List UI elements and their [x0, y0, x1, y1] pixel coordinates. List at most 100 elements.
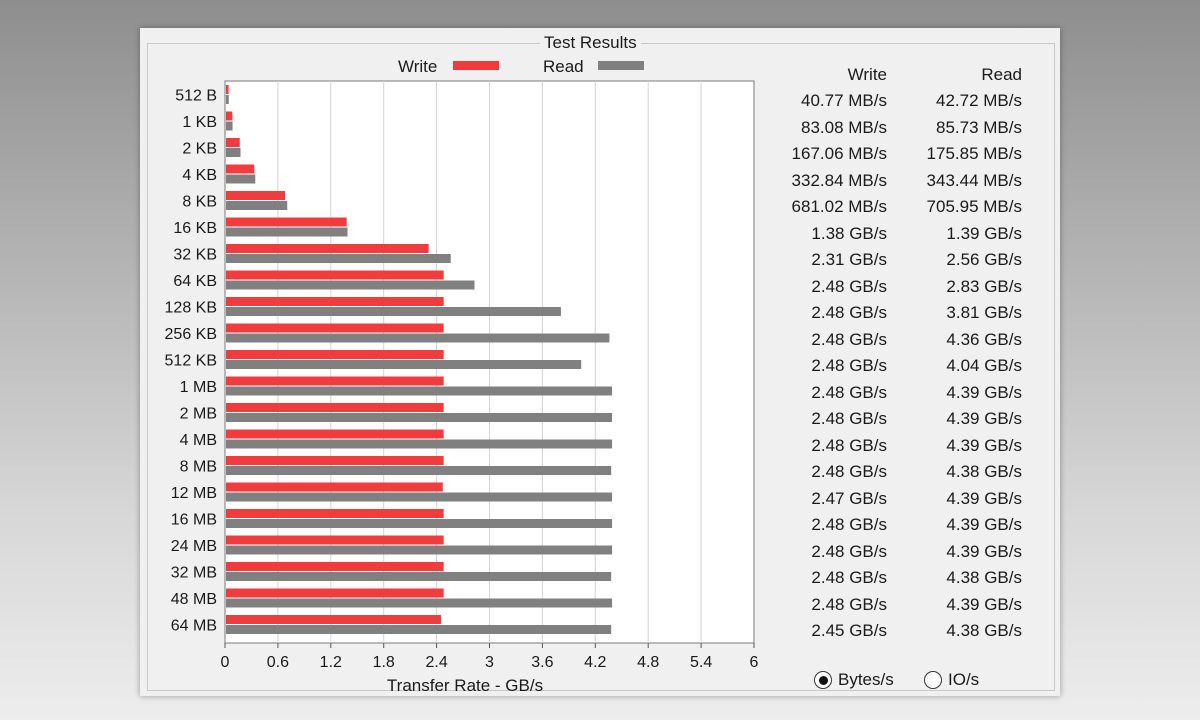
read-bar: [226, 307, 561, 316]
write-bar: [226, 297, 444, 306]
x-tick-label: 3.6: [531, 654, 553, 671]
write-bar: [226, 85, 229, 94]
write-rate-value: 2.48 GB/s: [811, 356, 887, 375]
io-per-second-radio[interactable]: IO/s: [924, 668, 979, 692]
write-rate-value: 167.06 MB/s: [791, 144, 887, 163]
read-rate-value: 3.81 GB/s: [946, 303, 1022, 322]
read-bar: [226, 280, 475, 290]
x-tick-label: 3: [485, 654, 494, 671]
ios-radio-circle[interactable]: [924, 671, 942, 689]
write-rate-value: 2.48 GB/s: [811, 568, 887, 587]
write-rate-value: 2.48 GB/s: [811, 541, 887, 561]
write-bar: [226, 270, 444, 280]
read-rate-value: 343.44 MB/s: [926, 170, 1022, 190]
read-rate-value: 4.38 GB/s: [946, 568, 1022, 587]
read-bar: [226, 492, 613, 502]
write-bar: [226, 164, 255, 174]
test-results-window: Test Results Write Read 512 B 1 KB 2 KB 4 K…: [140, 28, 1060, 696]
legend-write-label: Write: [398, 57, 437, 76]
read-rate-value: 4.39 GB/s: [946, 541, 1022, 561]
bytes-radio-circle[interactable]: [814, 671, 832, 689]
read-rate-value: 42.72 MB/s: [936, 91, 1022, 110]
write-bar: [226, 138, 240, 147]
read-bar: [226, 386, 613, 396]
write-rate-value: 2.48 GB/s: [811, 303, 887, 322]
write-rate-value: 2.31 GB/s: [811, 250, 887, 269]
read-bar: [226, 148, 241, 157]
read-rate-value: 1.39 GB/s: [946, 223, 1022, 243]
read-rate-value: 4.39 GB/s: [946, 515, 1022, 534]
read-bar: [226, 201, 288, 210]
write-rate-value: 1.38 GB/s: [811, 223, 887, 243]
read-bar: [226, 227, 348, 237]
read-rate-value: 2.56 GB/s: [946, 250, 1022, 269]
read-rate-value: 4.04 GB/s: [946, 356, 1022, 375]
write-rate-value: 681.02 MB/s: [791, 197, 887, 216]
x-tick-label: 5.4: [690, 654, 712, 671]
read-bar: [226, 439, 613, 449]
category-label: 1 MB: [180, 379, 217, 396]
category-label: 512 B: [175, 88, 217, 105]
write-bar: [226, 456, 444, 465]
x-axis-ticks: 0 0.6 1.2 1.8 2.4 3 3.6 4.2 4.8 5.4 6: [221, 643, 759, 671]
read-rate-value: 4.39 GB/s: [946, 435, 1022, 455]
category-label: 48 MB: [171, 591, 217, 608]
read-bar: [226, 333, 610, 343]
x-tick-label: 0.6: [267, 654, 289, 671]
write-rate-value: 2.48 GB/s: [811, 515, 887, 534]
legend-read-swatch: [598, 61, 644, 70]
bytes-per-second-radio[interactable]: Bytes/s: [814, 668, 894, 692]
chart-legend: Write Read: [398, 57, 644, 76]
write-rate-value: 2.48 GB/s: [811, 594, 887, 614]
write-bar: [226, 535, 444, 545]
x-tick-label: 6: [750, 654, 759, 671]
read-bar: [226, 95, 229, 104]
x-tick-label: 4.8: [637, 654, 659, 671]
x-axis-title: Transfer Rate - GB/s: [387, 676, 543, 695]
write-column-header: Write: [847, 65, 887, 84]
read-rate-value: 2.83 GB/s: [946, 276, 1022, 296]
group-title: Test Results: [540, 33, 641, 53]
read-bar: [226, 519, 613, 528]
write-rate-value: 2.45 GB/s: [811, 621, 887, 640]
write-bar: [226, 350, 444, 359]
write-bar: [226, 244, 429, 253]
read-rate-value: 4.39 GB/s: [946, 382, 1022, 402]
x-tick-label: 1.2: [320, 654, 342, 671]
category-label: 128 KB: [165, 300, 217, 317]
read-column-header: Read: [981, 65, 1022, 84]
y-axis-labels: 512 B 1 KB 2 KB 4 KB 8 KB 16 KB 32 KB 64 KB 128 …: [165, 88, 217, 635]
category-label: 4 MB: [180, 432, 217, 449]
x-tick-label: 2.4: [425, 654, 447, 671]
category-label: 16 KB: [173, 220, 217, 237]
read-rate-value: 4.38 GB/s: [946, 621, 1022, 640]
write-bar: [226, 403, 444, 412]
read-bar: [226, 545, 613, 555]
legend-write-swatch: [453, 61, 499, 70]
category-label: 64 KB: [173, 273, 217, 290]
write-rate-value: 2.48 GB/s: [811, 382, 887, 402]
write-rate-value: 83.08 MB/s: [801, 117, 887, 137]
write-bar: [226, 217, 347, 227]
read-rate-value: 175.85 MB/s: [926, 144, 1022, 163]
read-bar: [226, 598, 613, 608]
legend-read-label: Read: [543, 57, 584, 76]
write-bar: [226, 191, 286, 200]
category-label: 4 KB: [182, 167, 217, 184]
category-label: 2 MB: [180, 406, 217, 423]
bar-series: [226, 85, 613, 634]
write-rate-value: 2.48 GB/s: [811, 435, 887, 455]
ios-radio-label: IO/s: [948, 670, 980, 689]
write-bar: [226, 323, 444, 333]
write-bar: [226, 429, 444, 439]
write-bar: [226, 588, 444, 598]
read-bar: [226, 121, 233, 131]
read-rate-value: 4.39 GB/s: [946, 594, 1022, 614]
category-label: 12 MB: [171, 485, 217, 502]
write-rate-value: 2.48 GB/s: [811, 462, 887, 481]
bytes-radio-dot: [818, 675, 828, 685]
write-bar: [226, 482, 443, 492]
x-tick-label: 0: [221, 654, 230, 671]
write-rate-value: 332.84 MB/s: [791, 170, 887, 190]
